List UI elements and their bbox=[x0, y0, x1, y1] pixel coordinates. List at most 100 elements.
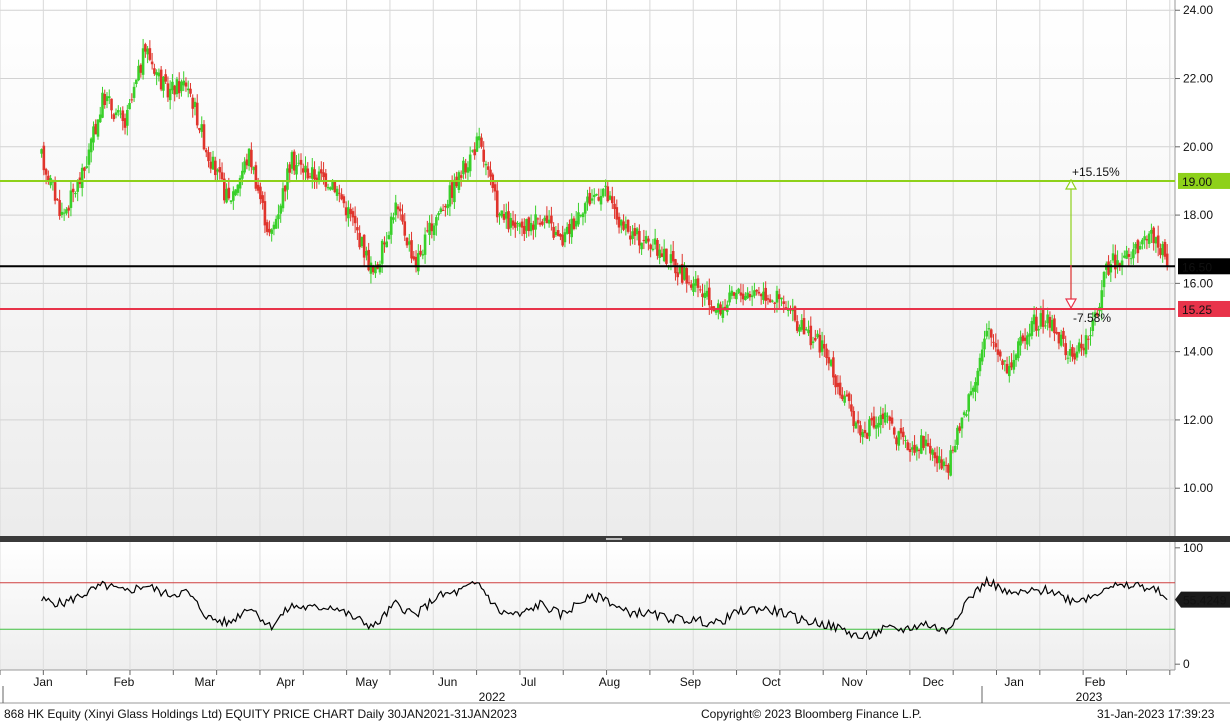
candle-body bbox=[615, 207, 619, 220]
candle-body bbox=[678, 265, 682, 274]
candle-body bbox=[349, 208, 352, 215]
candle-body bbox=[304, 165, 307, 173]
month-label: Nov bbox=[842, 675, 863, 689]
candle-body bbox=[694, 279, 698, 286]
panel-divider-handle[interactable] bbox=[606, 538, 622, 540]
candle-body bbox=[482, 149, 486, 162]
candle-body bbox=[764, 287, 767, 301]
candle-body bbox=[994, 343, 998, 348]
candle-body bbox=[730, 290, 734, 296]
candle-body bbox=[877, 422, 880, 428]
candle-body bbox=[1129, 258, 1133, 260]
candle-body bbox=[613, 203, 616, 210]
candle-body bbox=[1010, 362, 1013, 368]
candle-body bbox=[486, 166, 490, 170]
candle-body bbox=[757, 291, 761, 294]
candle-body bbox=[135, 79, 138, 85]
candle-body bbox=[247, 148, 251, 167]
candle-body bbox=[773, 302, 777, 304]
candle-body bbox=[71, 188, 75, 193]
candle-body bbox=[315, 177, 319, 183]
candle-body bbox=[405, 237, 409, 246]
candle-body bbox=[274, 218, 278, 229]
candle-body bbox=[872, 416, 876, 428]
candle-body bbox=[261, 195, 264, 203]
candle-body bbox=[874, 425, 878, 429]
candle-body bbox=[960, 417, 964, 429]
candle-body bbox=[906, 442, 910, 451]
candle-body bbox=[565, 226, 569, 234]
candle-body bbox=[105, 96, 109, 102]
candle-body bbox=[807, 329, 810, 334]
candle-body bbox=[859, 425, 862, 436]
candle-body bbox=[85, 166, 89, 168]
candle-body bbox=[398, 208, 402, 212]
candle-body bbox=[550, 215, 553, 224]
candle-body bbox=[344, 207, 348, 216]
candle-body bbox=[707, 287, 711, 306]
candle-body bbox=[202, 124, 206, 150]
candle-body bbox=[841, 394, 844, 400]
candle-body bbox=[428, 222, 431, 236]
candle-body bbox=[626, 219, 630, 232]
candle-body bbox=[171, 81, 174, 91]
candle-body bbox=[168, 88, 172, 101]
candle-body bbox=[511, 220, 515, 226]
candle-body bbox=[484, 163, 488, 166]
candle-body bbox=[308, 176, 312, 178]
upside-annotation: +15.15% bbox=[1072, 165, 1120, 179]
candle-body bbox=[220, 172, 224, 180]
candle-body bbox=[437, 213, 440, 216]
candle-body bbox=[380, 240, 384, 264]
candle-body bbox=[798, 327, 801, 332]
candle-body bbox=[80, 167, 84, 189]
candle-body bbox=[1019, 336, 1022, 346]
candle-body bbox=[403, 221, 407, 236]
candle-body bbox=[320, 169, 323, 174]
candle-body bbox=[748, 294, 752, 298]
candle-body bbox=[1125, 250, 1128, 259]
candle-body bbox=[689, 284, 693, 288]
downside-annotation: -7.58% bbox=[1073, 311, 1111, 325]
candle-body bbox=[929, 445, 932, 454]
candle-body bbox=[518, 223, 522, 227]
candle-body bbox=[471, 150, 474, 152]
candle-body bbox=[310, 167, 314, 179]
candle-body bbox=[538, 222, 542, 225]
candle-body bbox=[513, 222, 517, 228]
candle-body bbox=[1118, 263, 1122, 267]
candle-body bbox=[698, 289, 702, 291]
chart-footer: 868 HK Equity (Xinyi Glass Holdings Ltd)… bbox=[0, 704, 1230, 723]
candle-body bbox=[223, 178, 226, 201]
candle-body bbox=[980, 349, 984, 362]
candle-body bbox=[620, 219, 623, 226]
candle-body bbox=[777, 294, 781, 300]
candle-body bbox=[1030, 321, 1034, 336]
candle-body bbox=[383, 242, 386, 245]
candle-body bbox=[771, 300, 774, 302]
candle-body bbox=[1154, 237, 1158, 244]
candle-body bbox=[468, 154, 472, 172]
candle-body bbox=[644, 236, 648, 244]
candle-body bbox=[1116, 260, 1119, 267]
candle-body bbox=[705, 290, 709, 297]
candle-body bbox=[126, 109, 129, 126]
candle-body bbox=[1003, 360, 1007, 362]
candle-body bbox=[714, 309, 718, 313]
candle-body bbox=[532, 224, 535, 230]
candle-body bbox=[913, 444, 916, 453]
candle-body bbox=[1057, 332, 1061, 344]
candle-body bbox=[1050, 319, 1054, 331]
candle-body bbox=[421, 254, 425, 256]
candle-body bbox=[680, 263, 684, 283]
candle-body bbox=[98, 114, 102, 123]
candle-body bbox=[353, 215, 357, 224]
candle-body bbox=[189, 88, 192, 94]
candle-body bbox=[922, 435, 925, 448]
candle-body bbox=[1023, 337, 1027, 341]
candle-body bbox=[624, 224, 628, 229]
candle-body bbox=[669, 254, 673, 264]
price-tick-label: 22.00 bbox=[1183, 72, 1213, 86]
candle-body bbox=[559, 234, 562, 237]
axis-labels: 10.00 12.00 14.00 16.00 18.00 20.00 22.00 24.00… bbox=[0, 3, 1213, 704]
